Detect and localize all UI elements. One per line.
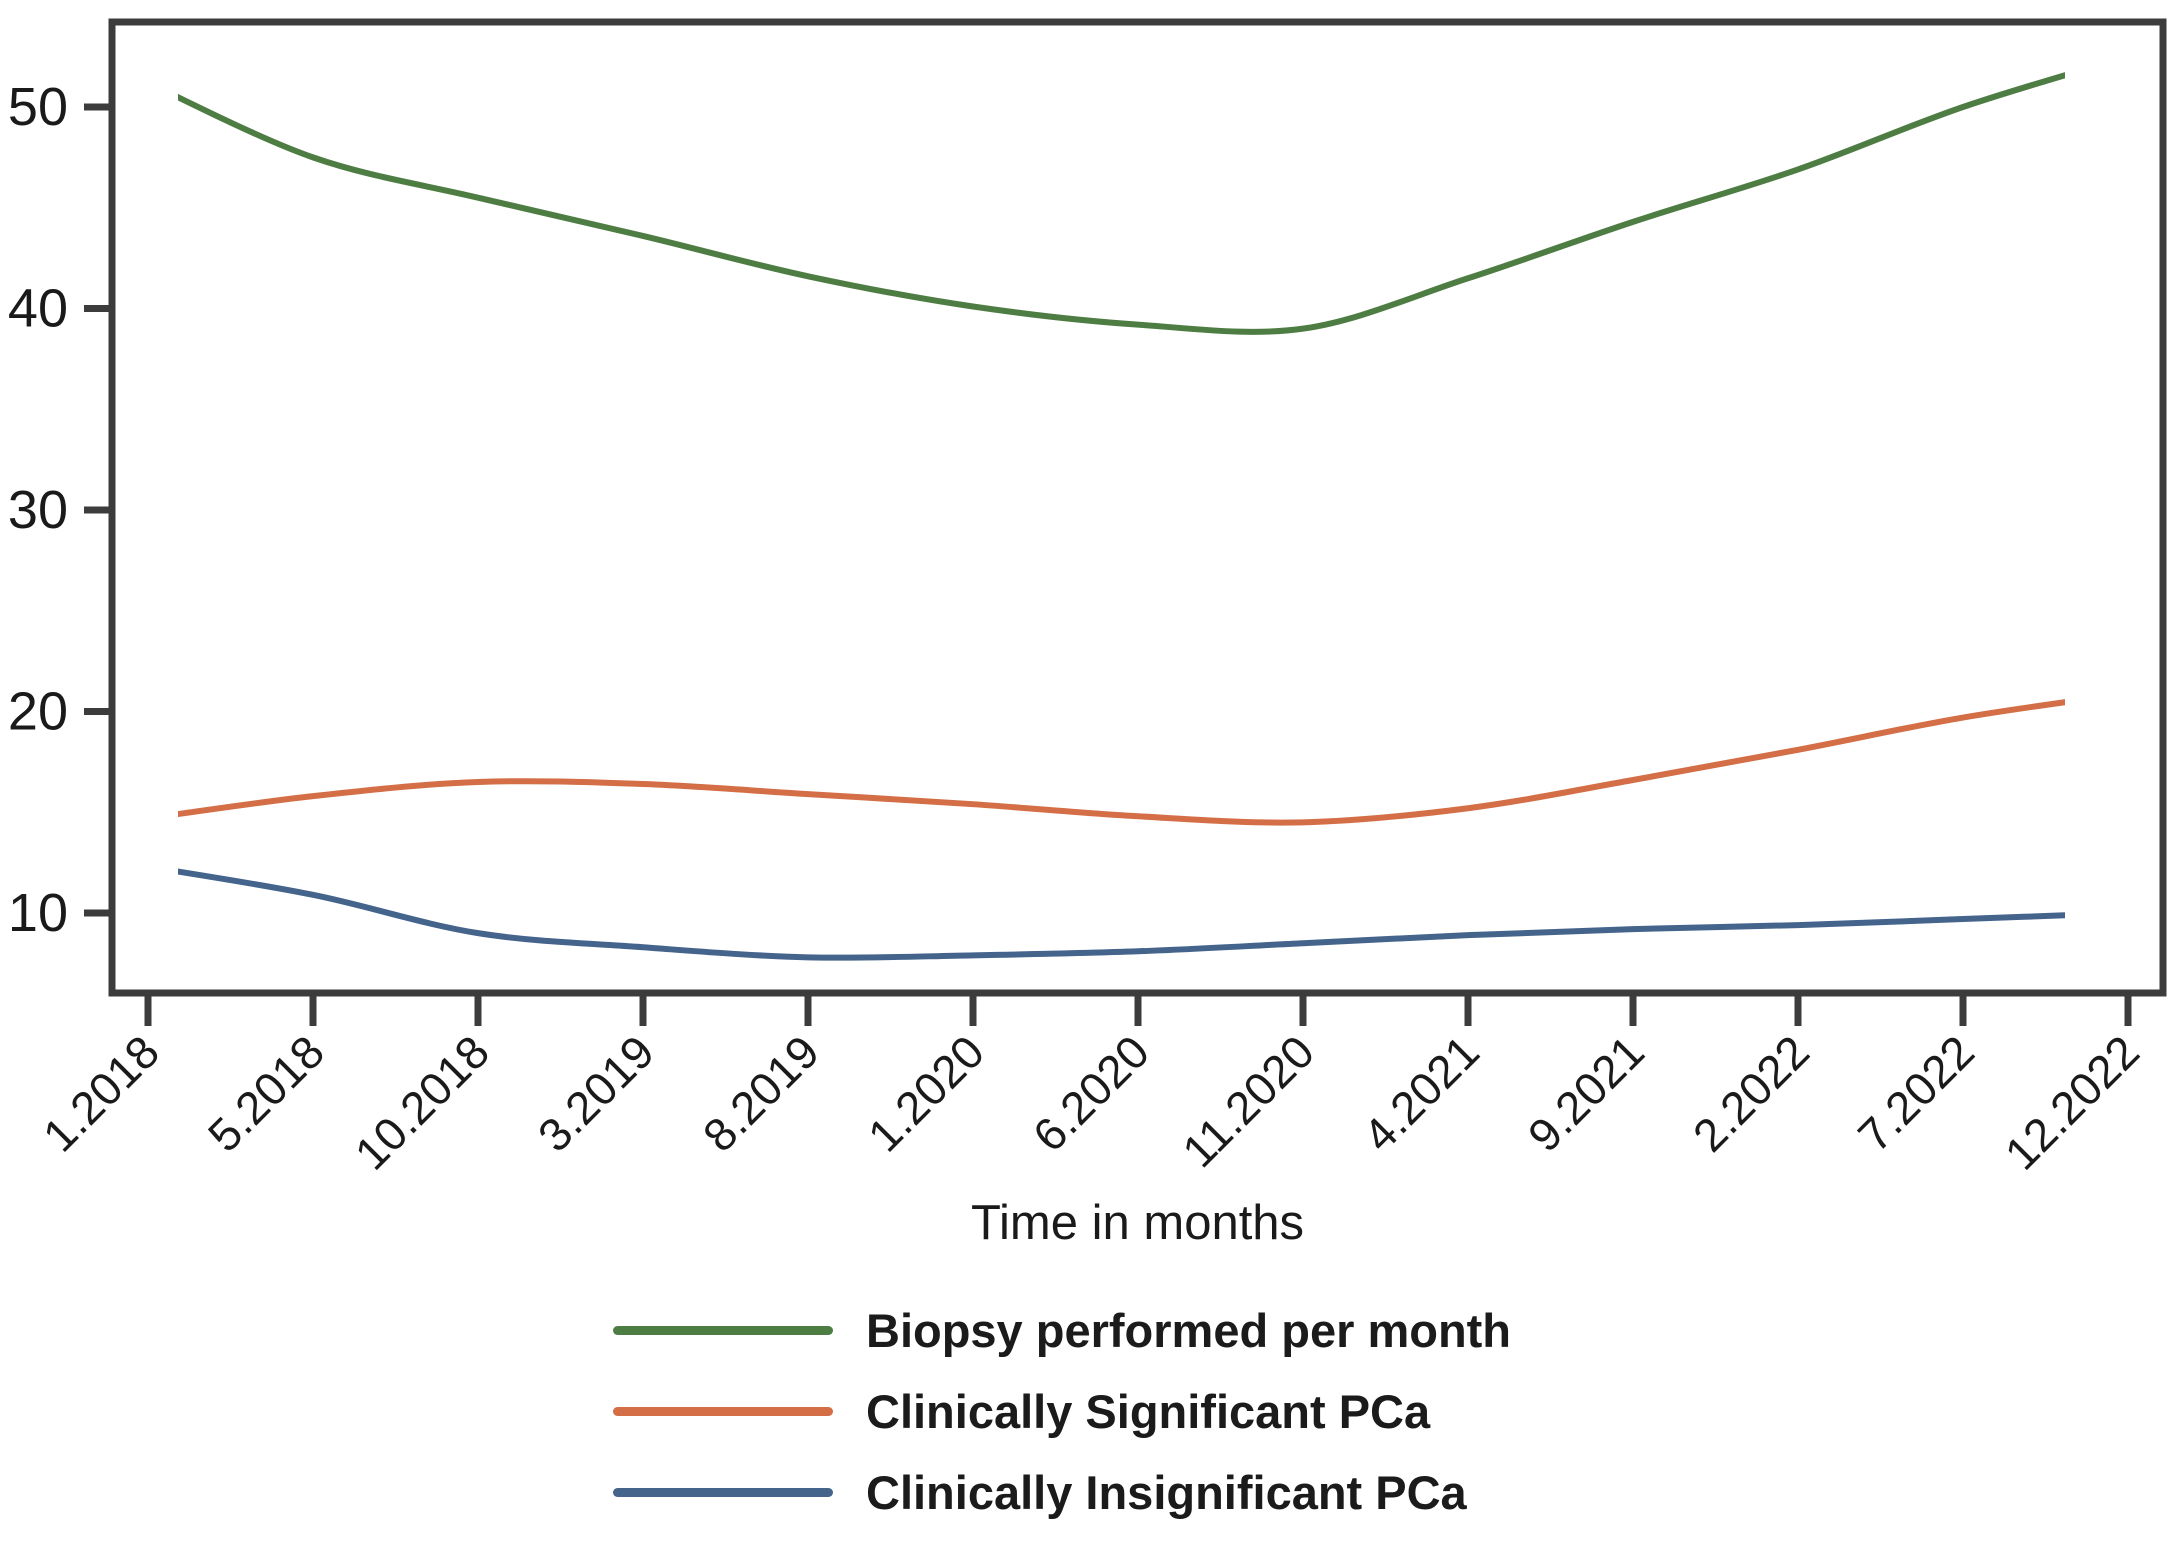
series-line <box>178 868 2065 961</box>
plot-border <box>108 18 2167 997</box>
x-axis-title: Time in months <box>970 1196 1305 1250</box>
x-tick-label: 3.2019 <box>528 1025 664 1161</box>
legend-line-swatch <box>613 1487 833 1497</box>
x-tick-label: 1.2020 <box>858 1025 994 1161</box>
x-tick-label: 4.2021 <box>1353 1025 1489 1161</box>
y-tick-label: 20 <box>8 682 68 742</box>
legend-line-swatch <box>613 1406 833 1416</box>
x-tick-label: 12.2022 <box>1995 1025 2149 1179</box>
series-line <box>178 72 2065 335</box>
legend: Biopsy performed per month Clinically Si… <box>613 1300 1511 1522</box>
x-tick-label: 7.2022 <box>1848 1025 1984 1161</box>
legend-item-label: Biopsy performed per month <box>866 1303 1512 1357</box>
legend-item-label: Clinically Significant PCa <box>866 1384 1431 1438</box>
x-tick-label: 8.2019 <box>693 1025 829 1161</box>
x-tick-label: 2.2022 <box>1683 1025 1819 1161</box>
series-group <box>178 72 2065 961</box>
y-tick-label: 40 <box>8 279 68 339</box>
x-tick-label: 6.2020 <box>1023 1025 1159 1161</box>
y-tick-label: 10 <box>8 883 68 943</box>
legend-item-label: Clinically Insignificant PCa <box>866 1465 1467 1519</box>
legend-item: Biopsy performed per month <box>613 1300 1511 1360</box>
x-tick-label: 1.2018 <box>33 1025 169 1161</box>
x-tick-label: 5.2018 <box>198 1025 334 1161</box>
x-tick-label: 10.2018 <box>345 1025 499 1179</box>
legend-item: Clinically Insignificant PCa <box>613 1462 1511 1522</box>
series-line <box>178 699 2065 826</box>
x-tick-label: 11.2020 <box>1172 1025 1324 1177</box>
legend-item: Clinically Significant PCa <box>613 1381 1511 1441</box>
y-tick-label: 50 <box>8 77 68 137</box>
x-tick-label: 9.2021 <box>1518 1025 1654 1161</box>
y-tick-label: 30 <box>8 480 68 540</box>
legend-line-swatch <box>613 1325 833 1335</box>
